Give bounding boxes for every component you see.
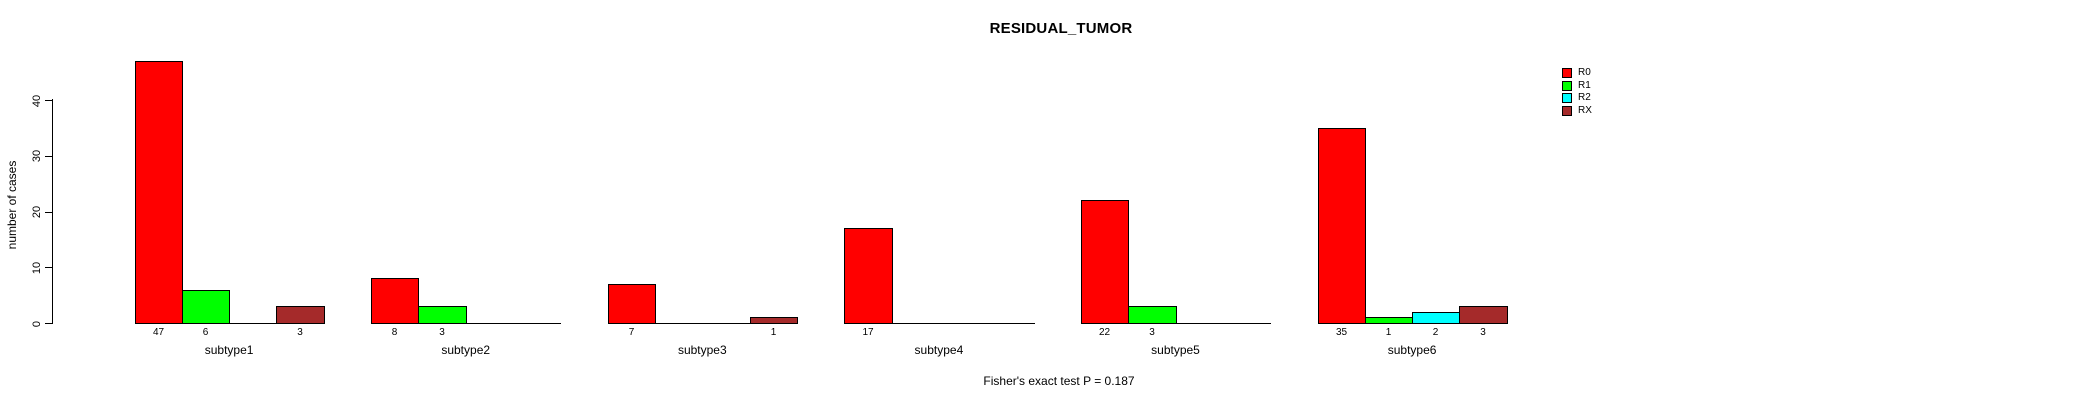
chart-title: RESIDUAL_TUMOR	[989, 20, 1133, 37]
bar-value-RX-subtype6: 3	[1480, 326, 1486, 338]
bar-value-R1-subtype5: 3	[1149, 326, 1155, 338]
category-label-subtype4: subtype4	[914, 343, 964, 357]
bar-value-R2-subtype6: 2	[1432, 326, 1439, 338]
legend-label-R1: R1	[1578, 79, 1591, 91]
zero-bar-R2-subtype2	[466, 323, 514, 324]
category-label-subtype3: subtype3	[677, 343, 727, 357]
bar-R2-subtype6	[1412, 312, 1460, 324]
y-axis-label: number of cases	[5, 160, 19, 250]
legend-item-R0: R0	[1562, 67, 1592, 80]
bar-value-R0-subtype3: 7	[628, 326, 635, 338]
category-label-subtype6: subtype6	[1387, 343, 1437, 357]
bar-value-R1-subtype6: 1	[1385, 326, 1392, 338]
bar-R0-subtype5	[1081, 200, 1129, 324]
bar-R0-subtype2	[371, 278, 419, 324]
zero-bar-R2-subtype3	[702, 323, 751, 324]
bar-value-RX-subtype3: 1	[770, 326, 777, 338]
bar-R1-subtype6	[1365, 317, 1413, 324]
legend-item-RX: RX	[1562, 105, 1592, 118]
zero-bar-R1-subtype3	[655, 323, 703, 324]
y-tick-label: 10	[31, 261, 43, 274]
zero-bar-R2-subtype5	[1176, 323, 1224, 324]
bar-RX-subtype1	[276, 306, 325, 324]
legend-label-R2: R2	[1578, 92, 1591, 104]
category-label-subtype1: subtype1	[204, 343, 254, 357]
y-tick-mark	[45, 155, 52, 157]
zero-bar-RX-subtype4	[986, 323, 1035, 324]
legend-item-R1: R1	[1562, 80, 1592, 93]
bar-value-R0-subtype5: 22	[1098, 326, 1111, 338]
bar-RX-subtype3	[750, 317, 798, 324]
zero-bar-RX-subtype5	[1223, 323, 1271, 324]
bar-value-R0-subtype1: 47	[152, 326, 165, 338]
fisher-test-annotation: Fisher's exact test P = 0.187	[983, 374, 1135, 388]
y-tick-label: 20	[31, 205, 43, 219]
y-axis-line	[52, 99, 53, 324]
y-tick-mark	[45, 211, 52, 213]
legend-swatch-R0	[1562, 68, 1572, 79]
zero-bar-RX-subtype2	[513, 323, 561, 324]
bar-value-R1-subtype2: 3	[439, 326, 445, 338]
bar-value-R0-subtype2: 8	[391, 326, 398, 338]
category-label-subtype5: subtype5	[1151, 343, 1200, 357]
bar-R1-subtype5	[1128, 306, 1177, 324]
bar-R0-subtype6	[1318, 128, 1366, 324]
zero-bar-R2-subtype1	[229, 323, 277, 324]
bar-R0-subtype4	[844, 228, 893, 324]
bar-R1-subtype2	[418, 306, 467, 324]
y-tick-mark	[45, 323, 52, 324]
bar-R1-subtype1	[182, 290, 230, 324]
legend-label-RX: RX	[1578, 104, 1592, 116]
bar-RX-subtype6	[1459, 306, 1508, 324]
zero-bar-R1-subtype4	[892, 323, 940, 324]
legend-swatch-RX	[1562, 105, 1572, 116]
y-tick-mark	[45, 100, 52, 101]
legend-swatch-R2	[1562, 93, 1572, 104]
y-tick-label: 40	[31, 94, 43, 107]
legend-item-R2: R2	[1562, 92, 1592, 105]
zero-bar-R2-subtype4	[939, 323, 987, 324]
category-label-subtype2: subtype2	[441, 343, 491, 357]
bar-R0-subtype3	[608, 284, 656, 324]
legend-label-R0: R0	[1578, 67, 1591, 79]
bar-value-R0-subtype6: 35	[1335, 326, 1348, 338]
legend: R0 R1 R2 RX	[1562, 67, 1592, 117]
bar-value-R0-subtype4: 17	[862, 326, 874, 338]
bar-R0-subtype1	[135, 61, 183, 324]
bar-value-R1-subtype1: 6	[202, 326, 209, 338]
bar-value-RX-subtype1: 3	[297, 326, 303, 338]
y-tick-mark	[45, 267, 52, 269]
y-tick-label: 30	[31, 150, 43, 163]
y-tick-label: 0	[31, 320, 43, 327]
legend-swatch-R1	[1562, 80, 1572, 91]
